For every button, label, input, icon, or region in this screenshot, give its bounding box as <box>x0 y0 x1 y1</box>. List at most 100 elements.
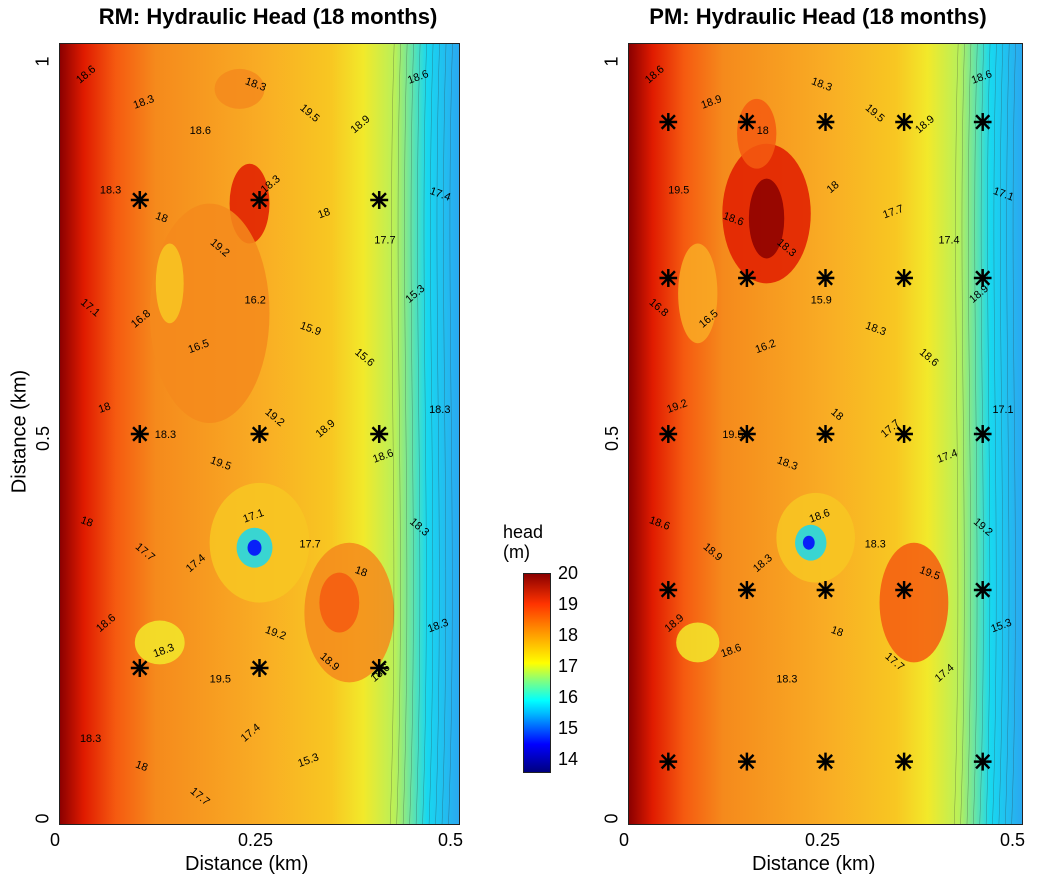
x-tick-pm-0: 0 <box>619 830 630 850</box>
contour-line-1 <box>960 44 965 824</box>
plot-area-rm: 18.6 18.3 18.6 18.3 19.5 18.9 18.6 18.3 18 19.2 18… <box>59 43 460 825</box>
rm-contour-label-42: 18.3 <box>80 733 101 745</box>
rm-contour-label-2: 18.6 <box>190 125 211 137</box>
plot-area-pm: 18.6 18.9 18 18.3 19.5 18.9 18.6 19.5 18.6 18.3 18… <box>628 43 1023 825</box>
x-axis-label-pm: Distance (km) <box>752 853 876 875</box>
rm-well-marker-7 <box>250 659 269 677</box>
pm-well-marker-11 <box>738 425 756 443</box>
contour-line-7 <box>435 44 440 824</box>
x-tick-pm-05: 0.5 <box>1000 830 1026 850</box>
pm-contour-label-12: 17.4 <box>938 234 959 246</box>
y-tick-pm-1: 1 <box>601 56 622 67</box>
pm-well-marker-15 <box>659 581 678 599</box>
contour-region-8 <box>155 243 184 324</box>
x-axis-label-rm: Distance (km) <box>185 853 309 875</box>
rm-contour-label-32: 17.7 <box>299 539 320 551</box>
contour-region-7 <box>676 622 720 663</box>
rm-contour-label-12: 17.7 <box>374 234 395 246</box>
rm-well-marker-2 <box>370 191 389 209</box>
y-axis-label-rm: Distance (km) <box>8 369 31 494</box>
rm-well-marker-6 <box>130 659 149 677</box>
y-tick-rm-0: 0 <box>32 813 53 824</box>
y-tick-rm-05: 0.5 <box>33 425 54 452</box>
pm-well-marker-13 <box>895 425 913 443</box>
pm-well-marker-4 <box>973 113 992 131</box>
colorbar-tick-15: 15 <box>558 718 579 738</box>
colorbar-tick-16: 16 <box>558 687 579 707</box>
pm-well-marker-18 <box>895 581 913 599</box>
pm-well-marker-5 <box>659 269 678 287</box>
pm-well-marker-23 <box>895 752 913 771</box>
pm-well-marker-24 <box>973 752 992 771</box>
pm-contour-label-24: 18 <box>828 406 845 423</box>
contour-region-1 <box>748 178 785 259</box>
chart-title-pm: PM: Hydraulic Head (18 months) <box>649 4 987 29</box>
pm-well-marker-17 <box>816 581 835 599</box>
pm-well-marker-22 <box>816 752 835 771</box>
contour-line-9 <box>1011 44 1016 824</box>
contour-region-7 <box>134 620 185 665</box>
x-tick-pm-025: 0.25 <box>805 830 841 850</box>
contour-line-1 <box>396 44 401 824</box>
colorbar-title-line1: head <box>503 522 544 542</box>
pm-contour-label-2: 18 <box>757 125 769 137</box>
contour-line-0 <box>954 44 959 824</box>
pm-well-marker-7 <box>816 269 835 287</box>
contour-line-5 <box>422 44 427 824</box>
x-tick-rm-0: 0 <box>50 830 61 850</box>
contour-region-9 <box>214 68 265 109</box>
colorbar-tick-19: 19 <box>558 594 579 614</box>
pm-contour-label-32: 18.3 <box>865 539 886 551</box>
rm-contour-label-17: 16.2 <box>245 294 266 306</box>
pm-well-marker-3 <box>895 113 913 131</box>
y-tick-rm-1: 1 <box>32 56 53 67</box>
pm-well-marker-8 <box>895 269 913 287</box>
pm-well-marker-6 <box>738 269 756 287</box>
rm-well-marker-5 <box>370 425 389 443</box>
contour-line-3 <box>409 44 414 824</box>
pm-contour-label-10: 18 <box>825 179 842 196</box>
rm-contour-label-33: 18 <box>353 564 369 579</box>
contour-line-2 <box>402 44 408 824</box>
contour-line-8 <box>441 44 447 824</box>
contour-line-4 <box>979 44 984 824</box>
contour-region-6 <box>319 572 360 633</box>
contour-line-0 <box>389 44 395 824</box>
pm-well-marker-16 <box>738 581 756 599</box>
rm-contour-label-43: 18 <box>134 759 150 774</box>
contour-line-2 <box>966 44 972 824</box>
rm-contour-label-27: 18.3 <box>429 404 450 416</box>
colorbar-tick-14: 14 <box>558 749 579 769</box>
colorbar-title-line2: (m) <box>503 542 530 562</box>
colorbar <box>523 573 551 773</box>
contour-region-6 <box>879 542 949 663</box>
rm-well-marker-1 <box>250 191 269 209</box>
pm-well-marker-12 <box>816 425 835 443</box>
pm-contour-label-7: 19.5 <box>668 185 689 197</box>
heatmap-rm: 18.618.318.618.319.5 18.918.618.31819.218… <box>60 44 459 824</box>
pm-well-marker-10 <box>659 425 678 443</box>
contour-line-6 <box>428 44 434 824</box>
rm-well-marker-0 <box>130 191 149 209</box>
contour-line-5 <box>985 44 991 824</box>
contour-line-9 <box>448 44 453 824</box>
y-tick-pm-05: 0.5 <box>602 425 623 452</box>
contour-region-5 <box>802 535 815 550</box>
x-tick-rm-025: 0.25 <box>238 830 274 850</box>
pm-well-marker-19 <box>973 581 992 599</box>
colorbar-tick-18: 18 <box>558 625 579 645</box>
pm-well-marker-20 <box>659 752 678 771</box>
rm-contour-label-21: 18 <box>97 400 113 415</box>
rm-well-marker-3 <box>130 425 149 443</box>
pm-well-marker-9 <box>973 269 992 287</box>
rm-contour-label-11: 18 <box>316 206 332 221</box>
rm-well-marker-8 <box>370 659 389 677</box>
contour-region-4 <box>247 539 262 556</box>
contour-line-6 <box>992 44 997 824</box>
contour-line-4 <box>415 44 421 824</box>
pm-contour-label-22: 19.5 <box>722 429 743 441</box>
rm-contour-label-22: 18.3 <box>155 429 176 441</box>
rm-contour-label-37: 19.5 <box>210 673 231 685</box>
pm-well-marker-1 <box>738 113 756 131</box>
rm-contour-label-28: 18 <box>79 514 95 529</box>
